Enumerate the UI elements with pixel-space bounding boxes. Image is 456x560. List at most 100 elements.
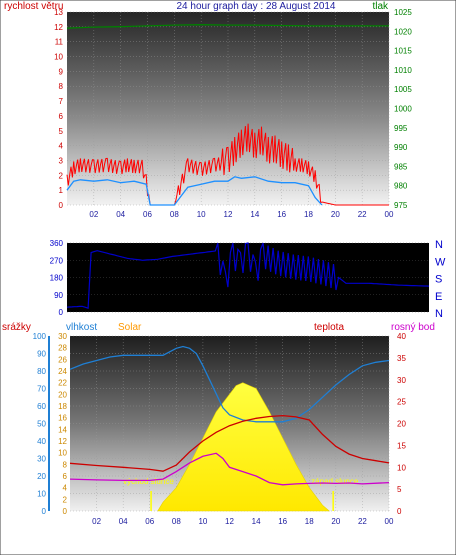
temperature-tick-label: 0 xyxy=(397,507,402,516)
pressure-tick-label: 1025 xyxy=(394,8,412,17)
wind-speed-tick-label: 2 xyxy=(59,171,64,180)
x-tick-label: 16 xyxy=(278,517,287,526)
x-tick-label: 22 xyxy=(358,210,367,219)
direction-tick-label: 0 xyxy=(59,308,64,317)
compass-label: S xyxy=(435,274,442,286)
solar-label: Solar xyxy=(118,322,142,333)
humidity-label: vlhkost xyxy=(66,322,97,333)
temperature-series-line xyxy=(69,414,390,472)
x-tick-label: 14 xyxy=(252,517,261,526)
solar-tick-label: 4 xyxy=(63,484,68,493)
temperature-humidity-panel: východ slunce západ slunce 01020304050607… xyxy=(2,322,435,526)
rain-axis: 0 10 20 30 40 50 60 70 80 90 100 xyxy=(33,332,50,516)
pressure-tick-label: 1015 xyxy=(394,47,412,56)
wind-speed-tick-label: 8 xyxy=(59,82,64,91)
wind-speed-tick-label: 0 xyxy=(59,201,64,210)
wind-speed-tick-label: 6 xyxy=(59,112,64,121)
temperature-tick-label: 40 xyxy=(397,332,406,341)
x-tick-label: 06 xyxy=(145,517,154,526)
wind-panel-series xyxy=(66,24,389,206)
solar-tick-label: 6 xyxy=(63,472,68,481)
temperature-tick-label: 30 xyxy=(397,376,406,385)
x-tick-label: 08 xyxy=(172,517,181,526)
humidity-series-line xyxy=(69,345,390,423)
solar-tick-label: 24 xyxy=(58,367,67,376)
x-tick-label: 16 xyxy=(277,210,286,219)
temperature-tick-label: 15 xyxy=(397,441,406,450)
direction-series-line xyxy=(66,242,430,310)
compass-label: E xyxy=(435,291,442,303)
wind-speed-label: rychlost větru xyxy=(4,1,63,12)
wind-speed-tick-label: 5 xyxy=(59,127,64,136)
wind-speed-tick-label: 9 xyxy=(59,67,64,76)
x-tick-label: 04 xyxy=(119,517,128,526)
direction-tick-label: 360 xyxy=(50,239,64,248)
x-tick-label: 02 xyxy=(92,517,101,526)
dewpoint-series-line xyxy=(69,452,390,486)
x-tick-label: 06 xyxy=(143,210,152,219)
x-tick-label: 10 xyxy=(197,210,206,219)
x-tick-label: 10 xyxy=(198,517,207,526)
x-tick-label: 22 xyxy=(358,517,367,526)
solar-tick-label: 8 xyxy=(63,460,68,469)
sunrise-label: východ slunce xyxy=(123,477,174,486)
compass-label: N xyxy=(435,239,443,251)
wind-speed-tick-label: 13 xyxy=(54,8,63,17)
solar-tick-label: 14 xyxy=(58,425,67,434)
wind-panel-x-axis: 02 04 06 08 10 12 14 16 18 20 22 00 xyxy=(89,210,394,219)
pressure-tick-label: 980 xyxy=(394,182,408,191)
solar-tick-label: 20 xyxy=(58,390,67,399)
wind-speed-tick-label: 7 xyxy=(59,97,64,106)
gust-series-line xyxy=(66,123,389,206)
wind-speed-tick-label: 12 xyxy=(54,23,63,32)
rain-tick-label: 50 xyxy=(37,420,46,429)
wind-speed-tick-label: 11 xyxy=(55,38,64,47)
pressure-tick-label: 990 xyxy=(394,143,408,152)
compass-label: W xyxy=(435,256,446,268)
pressure-tick-label: 995 xyxy=(394,124,408,133)
pressure-series-line xyxy=(66,24,389,29)
direction-panel-series xyxy=(66,242,430,310)
compass-label: N xyxy=(435,308,443,320)
direction-tick-label: 270 xyxy=(50,256,64,265)
solar-tick-label: 2 xyxy=(63,495,68,504)
x-tick-label: 02 xyxy=(89,210,98,219)
solar-tick-label: 16 xyxy=(58,414,67,423)
pressure-tick-label: 1010 xyxy=(394,66,412,75)
solar-tick-label: 26 xyxy=(58,355,67,364)
rain-tick-label: 90 xyxy=(37,350,46,359)
solar-tick-label: 12 xyxy=(58,437,67,446)
rain-tick-label: 80 xyxy=(37,367,46,376)
wind-speed-tick-label: 4 xyxy=(59,142,64,151)
pressure-axis: 975 980 985 990 995 1000 1005 1010 1015 1020 1025 xyxy=(394,8,412,210)
x-tick-label: 20 xyxy=(331,517,340,526)
solar-tick-label: 28 xyxy=(58,344,67,353)
x-tick-label: 00 xyxy=(385,517,394,526)
solar-tick-label: 0 xyxy=(63,507,68,516)
direction-degree-axis: 0 90 180 270 360 xyxy=(50,239,64,317)
rain-tick-label: 10 xyxy=(37,490,46,499)
pressure-tick-label: 1020 xyxy=(394,27,412,36)
x-tick-label: 00 xyxy=(385,210,394,219)
x-tick-label: 12 xyxy=(225,517,234,526)
temperature-label: teplota xyxy=(314,322,344,333)
direction-tick-label: 180 xyxy=(50,274,64,283)
rain-label: srážky xyxy=(2,322,31,333)
rain-tick-label: 70 xyxy=(37,385,46,394)
dewpoint-label: rosný bod xyxy=(391,322,435,333)
rain-tick-label: 20 xyxy=(37,472,46,481)
sunset-label: západ slunce xyxy=(311,477,359,486)
wind-panel-grid xyxy=(67,11,390,206)
wind-speed-tick-label: 3 xyxy=(59,156,64,165)
rain-tick-label: 0 xyxy=(42,507,47,516)
temperature-tick-label: 35 xyxy=(397,354,406,363)
x-tick-label: 12 xyxy=(224,210,233,219)
wind-speed-tick-label: 10 xyxy=(54,53,63,62)
x-tick-label: 08 xyxy=(170,210,179,219)
temperature-tick-label: 25 xyxy=(397,398,406,407)
direction-tick-label: 90 xyxy=(54,291,63,300)
solar-tick-label: 30 xyxy=(58,332,67,341)
rain-tick-label: 40 xyxy=(37,437,46,446)
